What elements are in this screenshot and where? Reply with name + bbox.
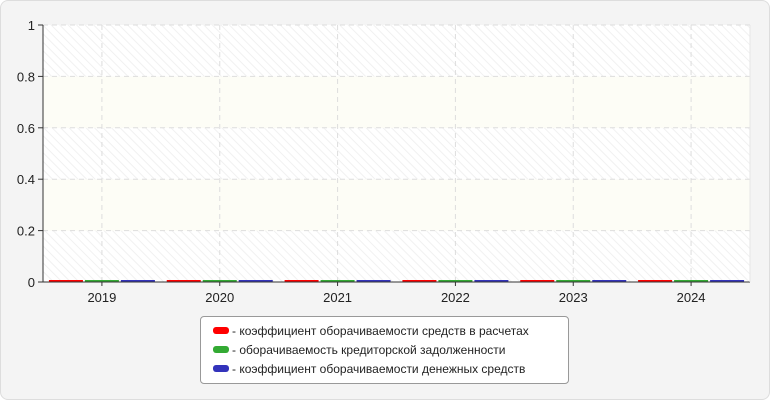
y-tick-label: 0.2: [17, 224, 35, 239]
y-tick-label: 0: [28, 275, 35, 290]
legend: - коэффициент оборачиваемости средств в …: [200, 316, 569, 384]
bar-2020-series-1: [166, 280, 201, 282]
x-tick-label: 2022: [441, 290, 470, 305]
bar-2024-series-1: [638, 280, 673, 282]
bar-2022-series-1: [402, 280, 437, 282]
bar-2021-series-3: [356, 280, 391, 282]
y-tick-label: 0.4: [17, 172, 35, 187]
x-tick-label: 2021: [323, 290, 352, 305]
x-tick-label: 2023: [559, 290, 588, 305]
bar-2023-series-2: [556, 280, 591, 282]
bar-2019-series-3: [120, 280, 155, 282]
bar-2021-series-2: [320, 280, 355, 282]
bar-2022-series-3: [474, 280, 509, 282]
bar-2024-series-3: [710, 280, 745, 282]
bar-2024-series-2: [674, 280, 709, 282]
bar-2020-series-3: [238, 280, 273, 282]
plot-band: [43, 179, 750, 231]
legend-label: - оборачиваемость кредиторской задолженн…: [232, 343, 506, 357]
legend-item-receivables: - коэффициент оборачиваемости средств в …: [213, 322, 529, 340]
y-tick-label: 1: [28, 18, 35, 33]
bar-2023-series-1: [520, 280, 555, 282]
legend-label: - коэффициент оборачиваемости денежных с…: [232, 362, 526, 376]
bar-2023-series-3: [592, 280, 627, 282]
plot-band: [43, 230, 750, 282]
bar-2021-series-1: [284, 280, 319, 282]
bar-2020-series-2: [202, 280, 237, 282]
bar-2022-series-2: [438, 280, 473, 282]
x-tick-label: 2024: [677, 290, 706, 305]
y-tick-label: 0.8: [17, 69, 35, 84]
bar-2019-series-1: [48, 280, 83, 282]
legend-item-payables: - оборачиваемость кредиторской задолженн…: [213, 341, 505, 359]
legend-swatch-blue: [213, 365, 229, 373]
plot-band: [43, 25, 750, 77]
legend-swatch-red: [213, 327, 229, 335]
plot-band: [43, 76, 750, 128]
bar-2019-series-2: [84, 280, 119, 282]
legend-swatch-green: [213, 346, 229, 354]
x-tick-label: 2020: [205, 290, 234, 305]
plot-band: [43, 127, 750, 180]
y-tick-label: 0.6: [17, 121, 35, 136]
legend-item-cash: - коэффициент оборачиваемости денежных с…: [213, 360, 525, 378]
x-tick-label: 2019: [87, 290, 116, 305]
legend-label: - коэффициент оборачиваемости средств в …: [232, 324, 529, 338]
